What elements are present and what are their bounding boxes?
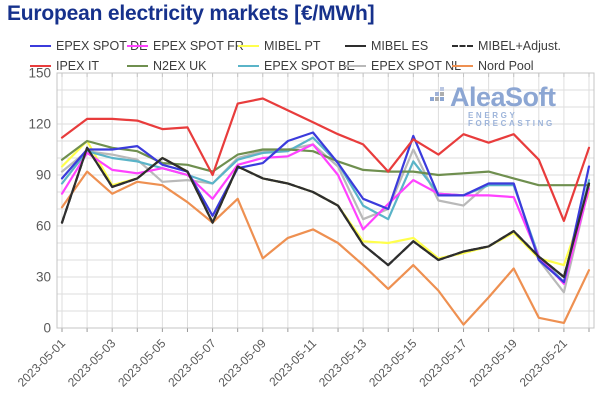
chart-title: European electricity markets [€/MWh] [7, 2, 375, 25]
legend-item-mibel-es: MIBEL ES [345, 36, 428, 56]
series-line-epex-spot-de [60, 131, 591, 284]
legend-item-epex-spot-fr: EPEX SPOT FR [127, 36, 244, 56]
x-tick-label: 2023-05-17 [416, 336, 470, 390]
legend-item-epex-spot-nl: EPEX SPOT NL [345, 56, 461, 76]
x-tick-label: 2023-05-01 [15, 336, 69, 390]
legend-swatch [30, 45, 51, 47]
plot-border [56, 72, 595, 329]
legend-swatch [127, 45, 148, 47]
legend-label: MIBEL+Adjust. [478, 39, 562, 53]
series-line-epex-spot-fr [60, 143, 591, 285]
series-line-ipex-it [60, 97, 591, 222]
legend-item-nord-pool: Nord Pool [452, 56, 534, 76]
legend-swatch [238, 45, 259, 47]
legend-item-mibel-adjust-: MIBEL+Adjust. [452, 36, 561, 56]
series-line-nord-pool [60, 170, 591, 326]
legend-label: EPEX SPOT DE [56, 39, 148, 53]
legend-label: EPEX SPOT FR [153, 39, 244, 53]
chart-legend: EPEX SPOT DE EPEX SPOT FR MIBEL PT MIBEL ES… [0, 36, 600, 76]
series-line-epex-spot-nl [60, 143, 591, 294]
x-tick-label: 2023-05-13 [316, 336, 370, 390]
legend-swatch [452, 45, 473, 47]
x-tick-label: 2023-05-21 [517, 336, 571, 390]
x-tick-label: 2023-05-09 [216, 336, 270, 390]
x-tick-label: 2023-05-11 [266, 336, 319, 389]
legend-row-1: EPEX SPOT DE EPEX SPOT FR MIBEL PT MIBEL ES… [0, 36, 600, 56]
series-line-mibel-es [60, 146, 591, 279]
legend-swatch [30, 65, 51, 67]
y-tick-label: 90 [36, 168, 51, 183]
x-tick-label: 2023-05-15 [366, 336, 420, 390]
legend-swatch [452, 65, 473, 67]
legend-swatch [345, 45, 366, 47]
y-tick-label: 30 [36, 270, 51, 285]
legend-label: IPEX IT [56, 59, 100, 73]
legend-label: MIBEL PT [264, 39, 321, 53]
legend-label: MIBEL ES [371, 39, 429, 53]
legend-item-n2ex-uk: N2EX UK [127, 56, 207, 76]
x-tick-label: 2023-05-03 [65, 336, 119, 390]
x-tick-label: 2023-05-19 [467, 336, 521, 390]
legend-item-ipex-it: IPEX IT [30, 56, 99, 76]
legend-label: N2EX UK [153, 59, 207, 73]
legend-swatch [345, 65, 366, 67]
y-tick-label: 0 [43, 321, 51, 336]
y-tick-label: 60 [36, 219, 51, 234]
legend-item-epex-spot-de: EPEX SPOT DE [30, 36, 147, 56]
series-line-epex-spot-be [60, 136, 591, 284]
legend-label: EPEX SPOT BE [264, 59, 355, 73]
legend-swatch [127, 65, 148, 67]
legend-item-epex-spot-be: EPEX SPOT BE [238, 56, 355, 76]
x-tick-label: 2023-05-05 [115, 336, 169, 390]
legend-item-mibel-pt: MIBEL PT [238, 36, 321, 56]
y-tick-label: 150 [28, 66, 51, 81]
y-tick-label: 120 [28, 117, 51, 132]
legend-label: Nord Pool [478, 59, 534, 73]
x-tick-label: 2023-05-07 [165, 336, 219, 390]
series-line-mibel-adjust- [60, 146, 591, 279]
series-line-n2ex-uk [60, 139, 591, 187]
legend-label: EPEX SPOT NL [371, 59, 462, 73]
legend-swatch [238, 65, 259, 67]
legend-row-2: IPEX IT N2EX UK EPEX SPOT BE EPEX SPOT NL No… [0, 56, 600, 76]
